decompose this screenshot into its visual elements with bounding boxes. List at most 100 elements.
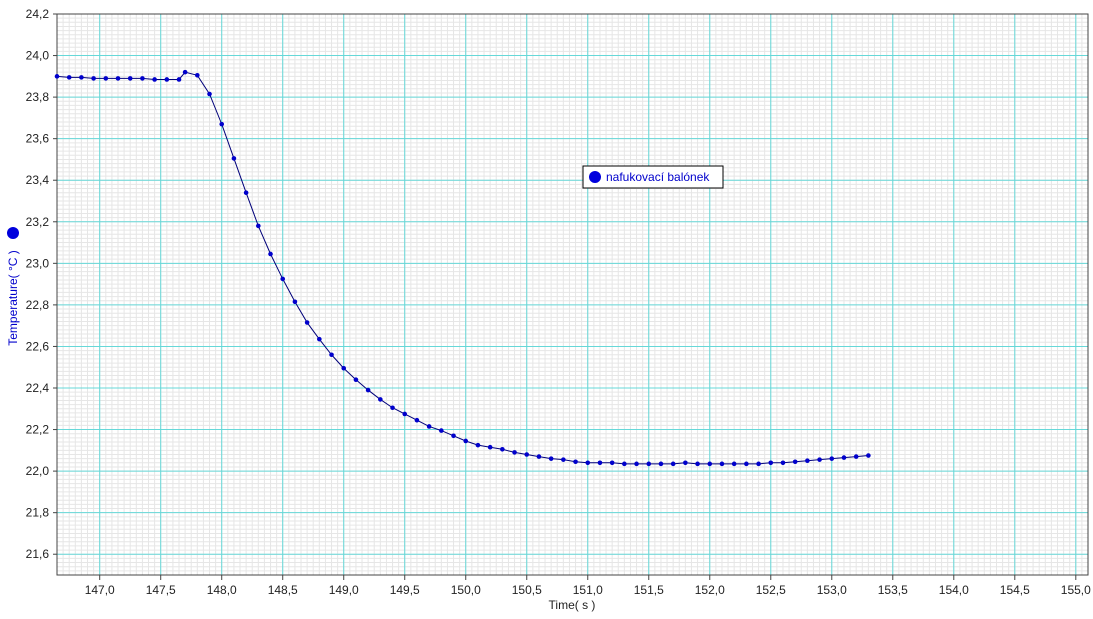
data-point <box>365 387 371 393</box>
x-tick-label: 147,0 <box>85 583 115 597</box>
data-point <box>841 455 847 460</box>
data-point <box>439 428 444 433</box>
data-point <box>79 75 84 80</box>
y-axis-ticks: 21,6 21,8 22,0 22,2 22,4 22,6 22,8 23,0 23,2 23,4… <box>26 7 57 561</box>
y-tick-label: 22,2 <box>26 423 50 437</box>
legend: nafukovací balónek <box>582 165 724 189</box>
y-tick-label: 22,4 <box>26 381 50 395</box>
data-point <box>231 156 237 161</box>
x-tick-label: 154,0 <box>939 583 969 597</box>
x-tick-label: 154,5 <box>1000 583 1030 597</box>
data-point <box>268 251 273 257</box>
data-point <box>536 454 542 459</box>
data-point <box>670 461 676 467</box>
data-point <box>54 74 60 79</box>
data-point <box>622 461 627 467</box>
data-point <box>487 444 493 450</box>
y-tick-label: 23,4 <box>26 173 50 187</box>
data-point <box>451 433 456 439</box>
data-point <box>634 461 639 467</box>
y-tick-label: 24,0 <box>26 49 50 63</box>
x-tick-label: 152,5 <box>756 583 786 597</box>
x-tick-label: 152,0 <box>695 583 725 597</box>
y-tick-label: 23,8 <box>26 90 50 104</box>
data-point <box>792 459 798 465</box>
x-tick-label: 153,0 <box>817 583 847 597</box>
data-point <box>744 461 749 467</box>
data-point <box>731 461 737 467</box>
legend-box <box>582 165 724 189</box>
data-point <box>463 438 469 444</box>
y-tick-label: 22,0 <box>26 464 50 478</box>
data-point <box>91 76 96 81</box>
y-tick-label: 21,8 <box>26 506 50 520</box>
series-points <box>54 69 871 467</box>
x-tick-label: 151,5 <box>634 583 664 597</box>
data-point <box>683 460 688 466</box>
data-point <box>195 72 200 78</box>
data-point <box>182 69 188 75</box>
x-axis-ticks: 147,0 147,5 148,0 148,5 149,0 149,5 150,0 150,5… <box>85 575 1091 597</box>
data-point <box>695 461 700 467</box>
data-point <box>280 276 286 282</box>
data-point <box>756 461 761 467</box>
data-point <box>243 190 249 195</box>
data-point <box>329 352 334 358</box>
data-point <box>317 336 322 342</box>
data-point <box>597 460 603 466</box>
x-tick-label: 151,0 <box>573 583 603 597</box>
y-tick-label: 22,8 <box>26 298 50 312</box>
data-point <box>548 456 554 461</box>
major-grid <box>57 13 1088 575</box>
data-point <box>353 377 359 382</box>
y-tick-label: 21,6 <box>26 547 50 561</box>
data-point <box>707 461 713 467</box>
x-tick-label: 150,0 <box>451 583 481 597</box>
data-point <box>378 397 383 402</box>
y-tick-label: 24,2 <box>26 7 50 21</box>
x-tick-label: 149,5 <box>390 583 420 597</box>
data-point <box>561 457 566 462</box>
x-tick-label: 148,0 <box>207 583 237 597</box>
data-point <box>152 77 157 82</box>
x-tick-label: 153,5 <box>878 583 908 597</box>
plot-frame <box>56 13 1089 576</box>
x-tick-label: 149,0 <box>329 583 359 597</box>
x-tick-label: 147,5 <box>146 583 176 597</box>
x-tick-label: 148,5 <box>268 583 298 597</box>
data-point <box>164 77 170 82</box>
data-point <box>103 76 109 81</box>
x-axis-title: Time( s ) <box>549 598 596 612</box>
data-point <box>512 450 517 455</box>
data-point <box>817 457 822 462</box>
data-point <box>780 460 786 466</box>
data-point <box>414 417 420 423</box>
data-point <box>500 446 505 452</box>
data-point <box>646 461 652 467</box>
data-point <box>390 405 395 411</box>
data-point <box>524 452 530 457</box>
data-point <box>426 424 432 429</box>
y-tick-label: 23,0 <box>26 256 50 270</box>
data-point <box>140 76 145 81</box>
y-tick-label: 23,2 <box>26 215 50 229</box>
data-point <box>341 365 347 371</box>
data-point <box>768 460 774 466</box>
data-point <box>402 411 408 417</box>
data-point <box>66 75 72 80</box>
data-point <box>115 76 121 81</box>
data-point <box>573 459 578 465</box>
data-point <box>475 442 481 448</box>
y-tick-label: 23,6 <box>26 132 50 146</box>
legend-label: nafukovací balónek <box>606 170 710 184</box>
data-point <box>609 460 615 466</box>
data-point <box>853 454 859 459</box>
data-point <box>207 91 212 97</box>
data-point <box>866 453 871 458</box>
data-point <box>127 76 133 81</box>
data-point <box>585 460 591 466</box>
data-point <box>304 320 310 325</box>
y-axis-series-marker <box>7 227 19 239</box>
data-point <box>256 223 261 229</box>
